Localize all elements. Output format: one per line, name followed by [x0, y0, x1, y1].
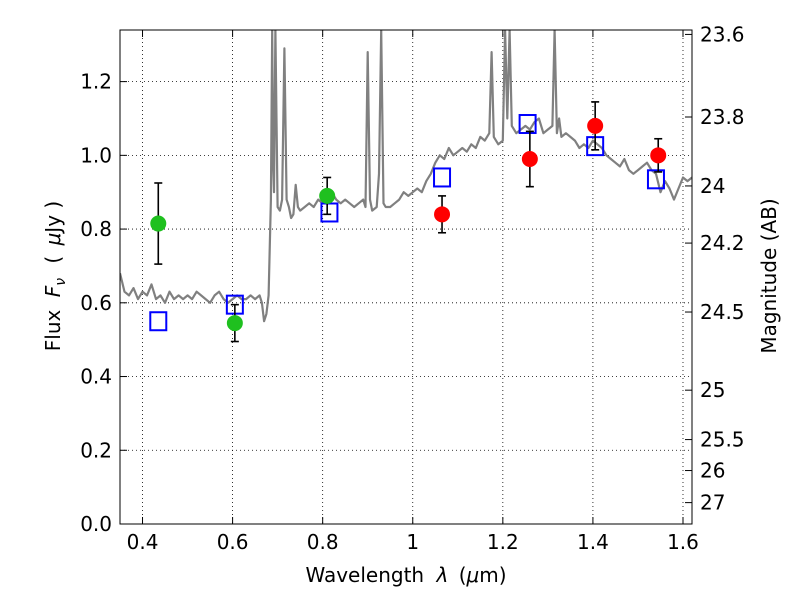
plot-frame: [119, 29, 693, 525]
photometry-point: [226, 315, 243, 332]
y-axis-title-unit-mu: μ: [41, 233, 65, 247]
x-axis-title: Wavelength λ (μm): [305, 563, 506, 587]
x-tick-label: 0.6: [217, 530, 249, 554]
photometry-point: [650, 147, 667, 164]
y-axis-title-unit-rest: Jy ): [41, 201, 65, 235]
x-tick-label: 1.6: [667, 530, 699, 554]
model-square-marker: [518, 114, 537, 135]
x-tick-label: 1.2: [487, 530, 519, 554]
y2-tick-label: 25: [700, 378, 725, 402]
x-tick-label: 1.4: [577, 530, 609, 554]
y-axis-title: Flux Fν ( μJy ): [41, 201, 70, 351]
spectrum-line: [120, 30, 692, 323]
y-tick-label: 0.2: [80, 438, 112, 462]
y-axis-title-symbol: F: [41, 285, 65, 297]
x-axis-title-symbol: λ: [435, 563, 448, 587]
y2-axis-title: Magnitude (AB): [757, 198, 781, 353]
photometry-point: [319, 187, 336, 204]
x-tick-label: 0.8: [307, 530, 339, 554]
y2-tick-label: 25.5: [700, 428, 745, 452]
model-square-marker: [646, 169, 665, 190]
x-axis-title-unit-mu: μ: [466, 563, 480, 587]
y-tick-label: 0.6: [80, 291, 112, 315]
y2-tick-label: 24.5: [700, 300, 745, 324]
photometry-point: [521, 151, 538, 168]
y2-tick-label: 23.6: [700, 22, 745, 46]
y-tick-label: 0.4: [80, 365, 112, 389]
y-tick-label: 1.2: [80, 70, 112, 94]
y-tick-label: 1.0: [80, 143, 112, 167]
y-axis-title-prefix: Flux: [41, 309, 65, 351]
y2-tick-label: 27: [700, 491, 725, 515]
x-axis-title-unit-open: (: [459, 563, 467, 587]
y2-tick-label: 23.8: [700, 105, 745, 129]
photometry-point: [150, 215, 167, 232]
x-axis-title-prefix: Wavelength: [305, 563, 424, 587]
y2-tick-label: 26: [700, 459, 725, 483]
marker-layer: [149, 101, 667, 343]
y-axis-title-subscript: ν: [53, 278, 69, 286]
x-tick-label: 0.4: [127, 530, 159, 554]
y2-tick-label: 24.2: [700, 231, 745, 255]
model-square-marker: [320, 202, 339, 223]
tick-layer: 0.4 0.6 0.8 1 1.2 1.4 1.6 0.0 0.2 0.4 0.6 0.8 1.0 1.2…: [80, 22, 744, 554]
x-axis-title-unit-rest: m): [479, 563, 506, 587]
spectrum-layer: [120, 30, 692, 323]
model-square-marker: [149, 311, 168, 332]
model-square-marker: [433, 167, 452, 188]
y-tick-label: 0.0: [80, 512, 112, 536]
y-axis-title-unit-open: (: [41, 256, 65, 264]
y-tick-label: 0.8: [80, 217, 112, 241]
x-tick-label: 1: [406, 530, 419, 554]
photometry-point: [434, 206, 451, 223]
grid-layer: [120, 30, 692, 525]
photometry-point: [587, 117, 604, 134]
y2-tick-label: 24: [700, 174, 725, 198]
